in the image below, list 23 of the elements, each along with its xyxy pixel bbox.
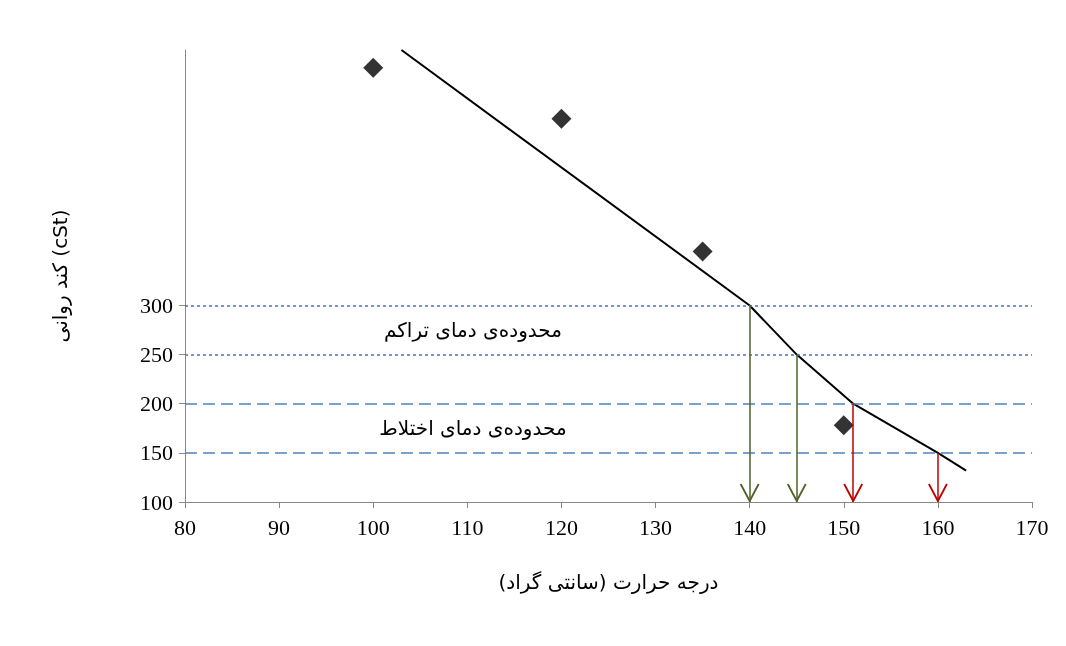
x-tick-label: 120	[544, 514, 578, 540]
x-tick-label: 170	[1015, 514, 1049, 540]
point	[692, 241, 713, 262]
y-axis-title: کند روانی (cSt)	[48, 209, 72, 343]
x-tick-label: 90	[268, 514, 291, 540]
point	[551, 108, 572, 129]
y-tick-label: 250	[140, 342, 173, 368]
x-tick-label: 140	[733, 514, 767, 540]
y-tick-label: 150	[140, 440, 173, 466]
x-tick-label: 80	[174, 514, 196, 540]
x-tick-label: 130	[639, 514, 673, 540]
y-tick-label: 100	[140, 489, 173, 515]
x-tick-label: 110	[451, 514, 484, 540]
x-tick-label: 100	[356, 514, 390, 540]
point	[363, 57, 384, 78]
x-tick-label: 160	[921, 514, 955, 540]
annotation: محدوده‌ی دمای تراکم	[384, 318, 562, 343]
annotation: محدوده‌ی دمای اختلاط	[379, 416, 567, 441]
y-tick-label: 300	[140, 292, 173, 318]
x-tick-label: 150	[827, 514, 861, 540]
x-axis-title: درجه حرارت (سانتی گراد)	[498, 570, 719, 594]
point	[833, 415, 854, 436]
y-tick-label: 200	[140, 391, 173, 417]
